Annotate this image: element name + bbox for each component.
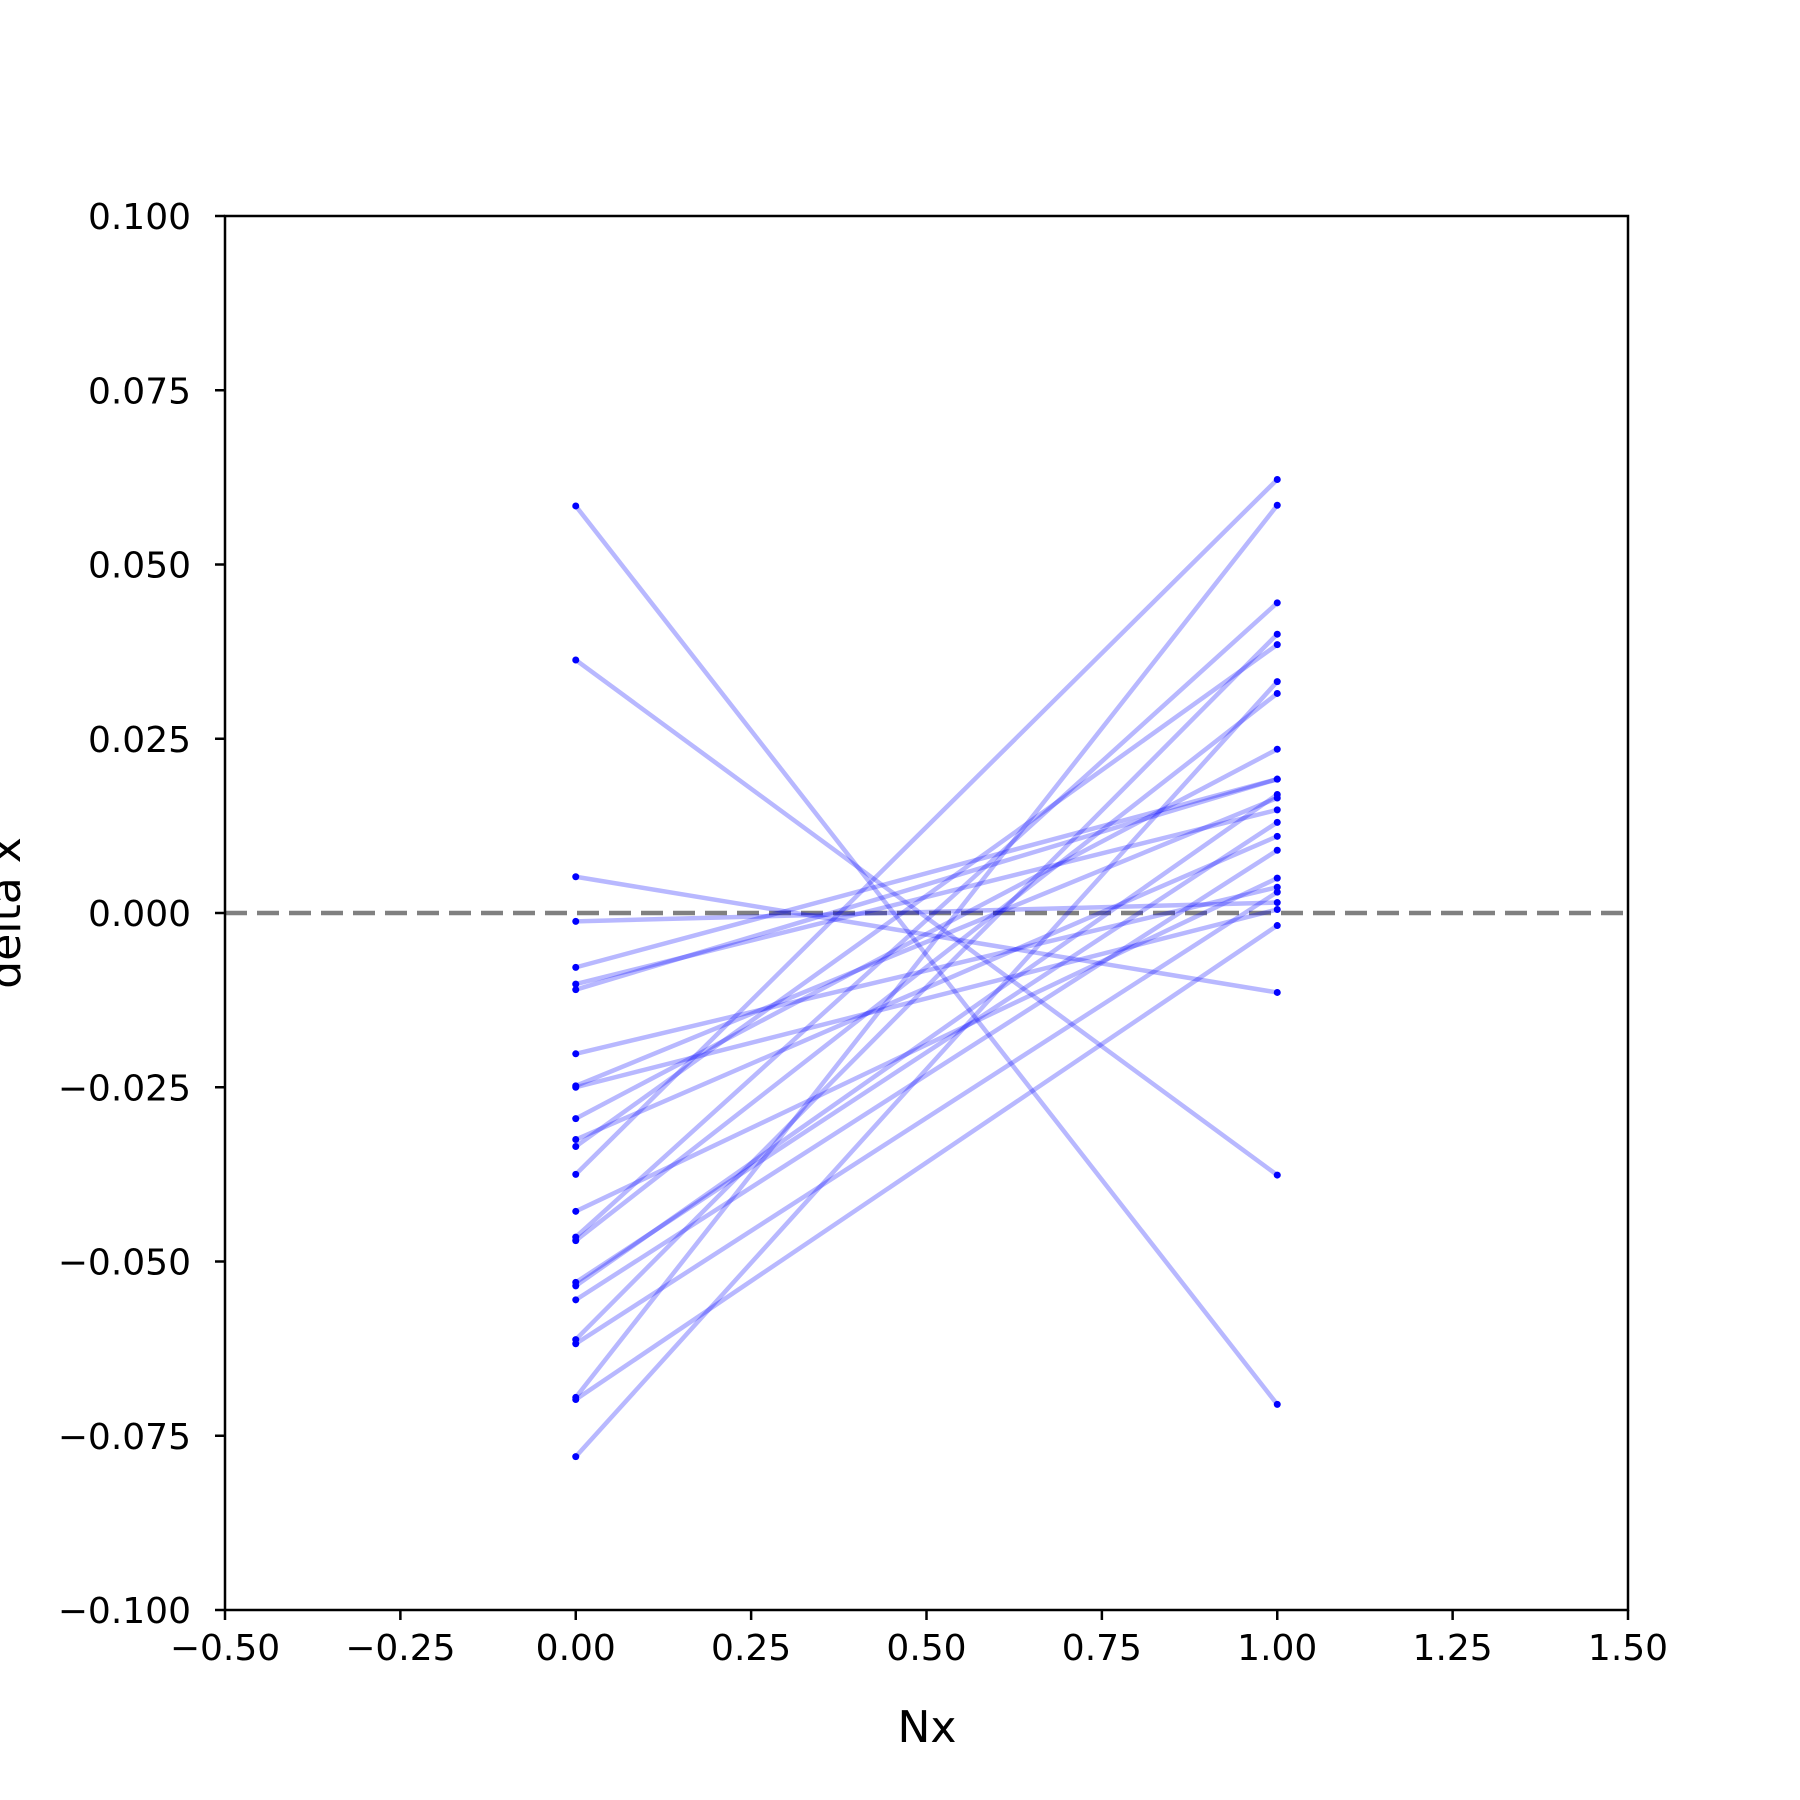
data-point-25-end	[1273, 678, 1281, 686]
data-point-7-end	[1273, 775, 1281, 783]
pair-line-7	[575, 777, 1278, 992]
data-point-17-start	[572, 1237, 580, 1245]
pair-line-2	[574, 658, 1279, 1177]
data-point-13-end	[1273, 641, 1281, 649]
data-point-15-end	[1273, 874, 1281, 882]
data-point-8-start	[572, 1050, 580, 1058]
y-tick-label: 0.050	[88, 546, 191, 587]
x-tick-label: 0.00	[536, 1628, 616, 1669]
data-point-20-start	[572, 1296, 580, 1304]
pair-line-12	[574, 834, 1279, 1142]
data-point-13-start	[572, 1142, 580, 1150]
x-tick-label: 0.75	[1062, 1628, 1142, 1669]
y-tick-label: 0.025	[88, 720, 191, 761]
data-point-10-end	[1273, 906, 1281, 914]
data-point-10-start	[572, 1083, 580, 1091]
pair-line-19	[574, 792, 1279, 1288]
data-point-3-start	[572, 873, 580, 881]
data-point-18-end	[1273, 818, 1281, 826]
pair-line-5	[575, 777, 1278, 970]
data-point-14-start	[572, 1170, 580, 1178]
x-tick-label: −0.50	[170, 1628, 280, 1669]
pair-line-25	[574, 680, 1279, 1459]
pair-line-21	[574, 632, 1279, 1342]
data-point-1-end	[1273, 1400, 1281, 1408]
x-tick-label: 1.00	[1237, 1628, 1317, 1669]
data-point-7-start	[572, 986, 580, 994]
data-point-5-start	[572, 963, 580, 971]
data-point-6-end	[1273, 806, 1281, 814]
pair-line-20	[574, 848, 1279, 1302]
data-point-20-end	[1273, 846, 1281, 854]
data-point-16-end	[1273, 599, 1281, 607]
pair-line-23	[573, 503, 1280, 1399]
data-point-3-end	[1273, 988, 1281, 996]
y-tick-label: 0.000	[88, 894, 191, 935]
pair-line-18	[574, 820, 1279, 1285]
data-point-23-end	[1273, 501, 1281, 509]
pair-line-16	[574, 601, 1279, 1239]
data-point-15-start	[572, 1207, 580, 1215]
data-point-2-start	[572, 656, 580, 664]
pair-line-13	[574, 642, 1279, 1149]
data-point-4-start	[572, 917, 580, 925]
data-point-4-end	[1273, 899, 1281, 907]
x-tick-label: 1.25	[1413, 1628, 1493, 1669]
data-point-19-start	[572, 1282, 580, 1290]
pair-line-15	[574, 876, 1279, 1214]
data-point-2-end	[1273, 1171, 1281, 1179]
data-point-8-end	[1273, 883, 1281, 891]
y-axis-ticks: −0.100 −0.075 −0.050 −0.025 0.000 0.025 0.050 0…	[58, 197, 225, 1632]
data-point-11-end	[1273, 745, 1281, 753]
pair-line-3	[575, 874, 1278, 995]
x-tick-label: 0.50	[886, 1628, 966, 1669]
pair-line-10	[575, 907, 1278, 1090]
data-point-12-start	[572, 1136, 580, 1144]
y-tick-label: −0.075	[58, 1417, 191, 1458]
y-tick-label: 0.100	[88, 197, 191, 238]
data-point-21-end	[1273, 630, 1281, 638]
plot-area	[225, 475, 1628, 1461]
y-tick-label: −0.025	[58, 1068, 191, 1109]
data-point-6-start	[572, 980, 580, 988]
pair-line-17	[574, 691, 1279, 1243]
y-tick-label: −0.050	[58, 1243, 191, 1284]
y-axis-label: delta x	[0, 837, 31, 988]
data-point-19-end	[1273, 791, 1281, 799]
data-point-14-end	[1273, 475, 1281, 483]
data-point-17-end	[1273, 689, 1281, 697]
data-point-25-start	[572, 1453, 580, 1461]
pair-line-8	[575, 885, 1278, 1056]
data-point-11-start	[572, 1115, 580, 1123]
pair-line-24	[574, 923, 1279, 1402]
pair-lines	[573, 477, 1280, 1459]
pair-markers	[572, 475, 1281, 1461]
y-tick-label: 0.075	[88, 371, 191, 412]
pair-line-4	[575, 900, 1278, 924]
x-tick-label: −0.25	[345, 1628, 455, 1669]
y-tick-label: −0.100	[58, 1591, 191, 1632]
pair-line-11	[574, 747, 1279, 1121]
data-point-24-start	[572, 1396, 580, 1404]
pair-line-14	[574, 477, 1279, 1176]
pair-line-22	[574, 890, 1279, 1346]
pair-line-9	[574, 795, 1279, 1088]
data-point-1-start	[572, 502, 580, 510]
x-tick-label: 0.25	[711, 1628, 791, 1669]
data-point-12-end	[1273, 832, 1281, 840]
x-axis-ticks: −0.50 −0.25 0.00 0.25 0.50 0.75 1.00 1.25 1.50	[170, 1610, 1668, 1669]
x-axis-label: Nx	[898, 1702, 957, 1753]
x-tick-label: 1.50	[1588, 1628, 1668, 1669]
data-point-22-start	[572, 1340, 580, 1348]
data-point-24-end	[1273, 922, 1281, 930]
pair-line-1	[573, 504, 1280, 1406]
data-point-22-end	[1273, 888, 1281, 896]
pair-line-6	[575, 807, 1278, 987]
